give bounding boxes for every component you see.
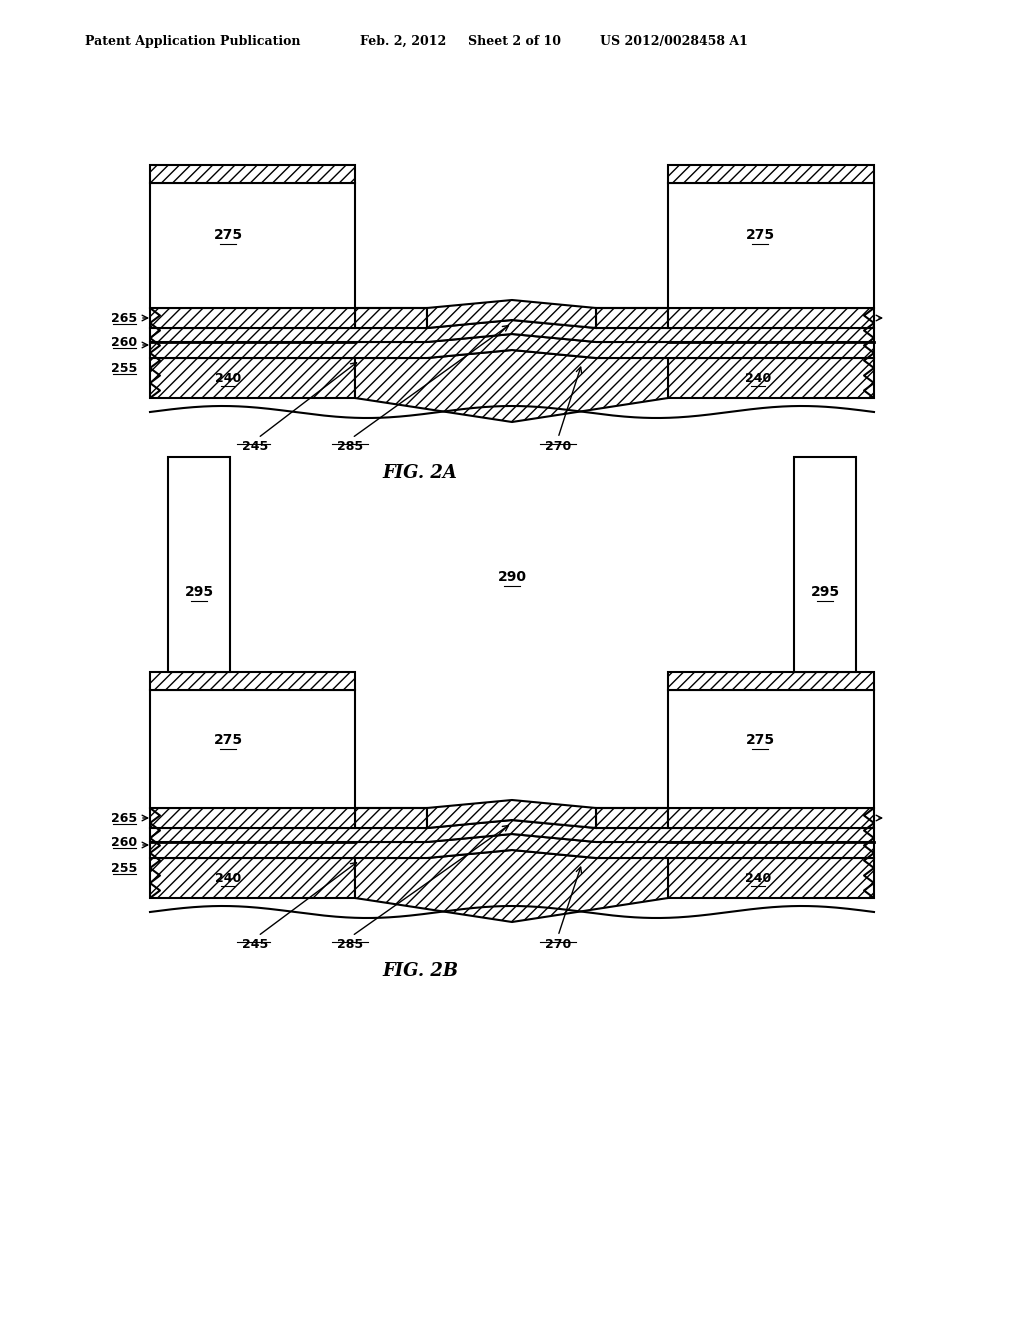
Text: 285: 285 [337,440,364,453]
Polygon shape [596,808,668,828]
Text: 240: 240 [744,871,771,884]
Text: 245: 245 [242,939,268,950]
Polygon shape [355,808,427,828]
Polygon shape [150,308,355,327]
Polygon shape [668,690,874,808]
Polygon shape [427,300,596,327]
Text: 270: 270 [545,939,571,950]
Polygon shape [596,308,668,327]
Polygon shape [668,672,874,690]
Text: 240: 240 [744,371,771,384]
Text: 275: 275 [213,228,243,242]
Polygon shape [150,808,355,828]
Polygon shape [150,690,355,808]
Text: 275: 275 [745,228,774,242]
Text: 265: 265 [111,312,137,325]
Polygon shape [150,319,874,342]
Polygon shape [150,858,355,898]
Text: US 2012/0028458 A1: US 2012/0028458 A1 [600,36,748,48]
Text: 245: 245 [242,440,268,453]
Polygon shape [427,800,596,828]
Polygon shape [668,183,874,308]
Polygon shape [150,834,874,858]
Polygon shape [668,308,874,327]
Text: 255: 255 [111,862,137,874]
Text: Feb. 2, 2012: Feb. 2, 2012 [360,36,446,48]
Polygon shape [168,457,230,672]
Text: 290: 290 [498,570,526,583]
Polygon shape [150,820,874,842]
Text: 240: 240 [215,371,241,384]
Text: FIG. 2A: FIG. 2A [383,465,458,482]
Polygon shape [668,858,874,898]
Polygon shape [355,308,427,327]
Text: 295: 295 [810,585,840,599]
Polygon shape [150,165,355,183]
Polygon shape [150,183,355,308]
Polygon shape [150,672,355,690]
Polygon shape [794,457,856,672]
Polygon shape [355,350,668,422]
Text: 275: 275 [745,733,774,747]
Polygon shape [150,358,355,399]
Text: 240: 240 [215,871,241,884]
Text: Patent Application Publication: Patent Application Publication [85,36,300,48]
Text: 295: 295 [184,585,214,599]
Polygon shape [150,334,874,358]
Text: 275: 275 [213,733,243,747]
Polygon shape [668,808,874,828]
Text: 255: 255 [111,362,137,375]
Polygon shape [668,165,874,183]
Text: 260: 260 [111,335,137,348]
Polygon shape [355,850,668,921]
Text: 285: 285 [337,939,364,950]
Text: 265: 265 [111,812,137,825]
Text: Sheet 2 of 10: Sheet 2 of 10 [468,36,561,48]
Text: 260: 260 [111,836,137,849]
Text: 270: 270 [545,440,571,453]
Text: FIG. 2B: FIG. 2B [382,962,458,979]
Polygon shape [668,358,874,399]
